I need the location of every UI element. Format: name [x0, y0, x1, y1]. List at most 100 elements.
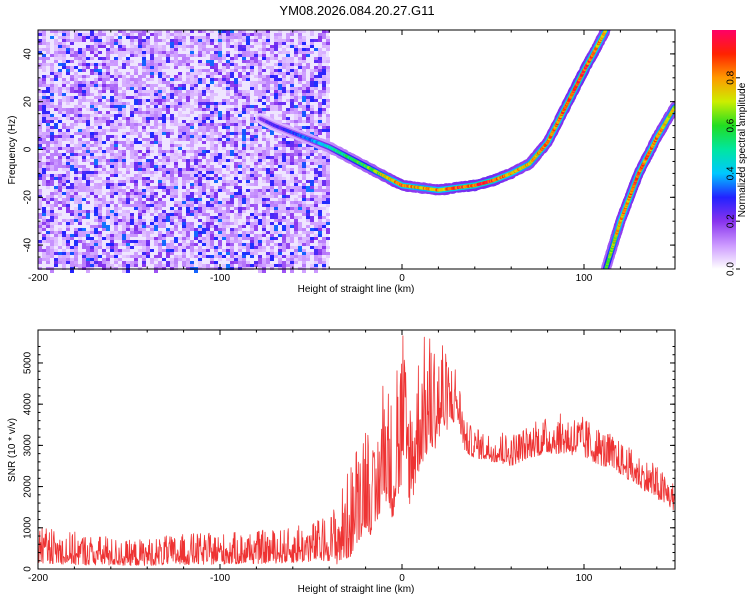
- noise-cell: [302, 153, 306, 156]
- noise-cell: [98, 207, 102, 210]
- noise-cell: [198, 237, 202, 240]
- noise-cell: [98, 117, 102, 120]
- noise-cell: [78, 93, 82, 96]
- noise-cell: [230, 84, 234, 87]
- noise-cell: [134, 45, 138, 48]
- noise-cell: [98, 144, 102, 147]
- noise-cell: [50, 90, 54, 93]
- noise-cell: [146, 147, 150, 150]
- noise-cell: [198, 252, 202, 255]
- noise-cell: [258, 54, 262, 57]
- noise-cell: [46, 183, 50, 186]
- noise-cell: [306, 171, 310, 174]
- noise-cell: [226, 213, 230, 216]
- noise-cell: [314, 255, 318, 261]
- noise-cell: [194, 42, 198, 45]
- noise-cell: [198, 126, 202, 129]
- noise-cell: [298, 189, 302, 192]
- noise-cell: [86, 144, 90, 147]
- noise-cell: [266, 90, 270, 93]
- noise-cell: [70, 159, 74, 162]
- noise-cell: [242, 96, 246, 99]
- noise-cell: [238, 120, 242, 123]
- noise-cell: [150, 198, 154, 201]
- noise-cell: [114, 42, 118, 45]
- noise-cell: [150, 195, 154, 198]
- noise-cell: [54, 84, 58, 90]
- noise-cell: [174, 153, 178, 156]
- noise-cell: [202, 192, 206, 195]
- noise-cell: [50, 120, 54, 123]
- noise-cell: [98, 51, 102, 54]
- noise-cell: [82, 87, 86, 90]
- noise-cell: [294, 201, 298, 204]
- noise-cell: [86, 243, 90, 246]
- noise-cell: [46, 237, 50, 243]
- noise-cell: [214, 198, 218, 201]
- noise-cell: [82, 90, 86, 93]
- noise-cell: [198, 102, 202, 105]
- noise-cell: [250, 51, 254, 54]
- noise-cell: [62, 168, 66, 171]
- noise-cell: [114, 258, 118, 261]
- noise-cell: [218, 189, 222, 192]
- noise-cell: [226, 252, 230, 255]
- noise-cell: [46, 123, 50, 126]
- noise-cell: [122, 192, 126, 195]
- noise-cell: [310, 147, 314, 150]
- noise-cell: [114, 210, 118, 213]
- noise-cell: [38, 147, 42, 150]
- noise-cell: [166, 75, 170, 78]
- noise-cell: [94, 102, 98, 105]
- noise-cell: [246, 144, 250, 147]
- noise-cell: [270, 78, 274, 81]
- noise-cell: [250, 264, 254, 267]
- noise-cell: [222, 177, 226, 180]
- noise-cell: [130, 45, 134, 48]
- noise-cell: [38, 39, 42, 42]
- noise-cell: [290, 156, 294, 162]
- noise-cell: [146, 30, 150, 33]
- noise-cell: [254, 171, 258, 177]
- noise-cell: [234, 192, 238, 195]
- noise-cell: [238, 33, 242, 39]
- noise-cell: [94, 96, 98, 99]
- noise-cell: [182, 63, 186, 66]
- noise-cell: [46, 204, 50, 207]
- noise-cell: [278, 219, 282, 222]
- noise-cell: [174, 186, 178, 189]
- noise-cell: [114, 39, 118, 42]
- noise-cell: [90, 258, 94, 261]
- noise-cell: [258, 243, 262, 246]
- noise-cell: [114, 225, 118, 231]
- noise-cell: [234, 63, 238, 66]
- noise-cell: [182, 150, 186, 153]
- noise-cell: [202, 42, 206, 45]
- noise-cell: [142, 234, 146, 237]
- noise-cell: [42, 234, 46, 237]
- noise-cell: [94, 87, 98, 90]
- noise-cell: [230, 249, 234, 252]
- noise-cell: [66, 114, 70, 117]
- noise-cell: [114, 231, 118, 234]
- noise-cell: [58, 90, 62, 93]
- noise-cell: [302, 210, 306, 213]
- noise-cell: [114, 222, 118, 225]
- noise-cell: [306, 108, 310, 111]
- noise-cell: [170, 90, 174, 93]
- noise-cell: [74, 36, 78, 39]
- noise-cell: [50, 192, 54, 195]
- noise-cell: [42, 153, 46, 156]
- noise-cell: [170, 48, 174, 51]
- noise-cell: [86, 75, 90, 78]
- noise-cell: [310, 126, 314, 129]
- noise-cell: [58, 201, 62, 204]
- noise-cell: [158, 222, 162, 228]
- noise-cell: [126, 261, 130, 264]
- noise-cell: [126, 243, 130, 246]
- noise-cell: [126, 195, 130, 198]
- noise-cell: [186, 231, 190, 237]
- noise-cell: [158, 213, 162, 216]
- noise-cell: [190, 198, 194, 201]
- noise-cell: [306, 51, 310, 54]
